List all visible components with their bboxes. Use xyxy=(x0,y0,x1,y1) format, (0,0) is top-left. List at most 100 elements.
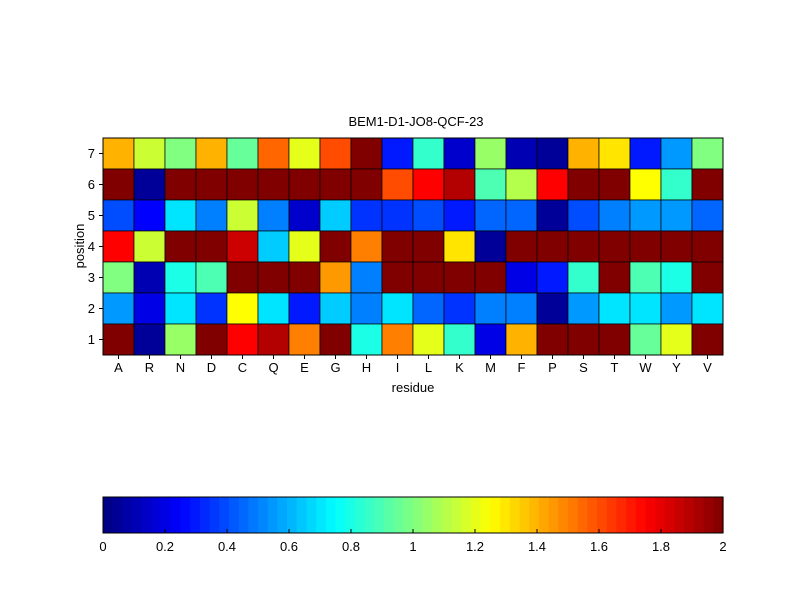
heatmap-cell xyxy=(691,261,724,294)
colorbar-tick-label: 2 xyxy=(719,539,726,554)
colorbar-segment xyxy=(442,497,453,533)
colorbar-tick-label: 0.8 xyxy=(342,539,360,554)
heatmap-cell xyxy=(536,230,569,263)
heatmap-cell xyxy=(567,137,600,170)
heatmap-cell xyxy=(536,199,569,232)
heatmap-cell xyxy=(598,292,631,325)
colorbar-segment xyxy=(209,497,220,533)
heatmap-cell xyxy=(350,230,383,263)
colorbar-tick-label: 1.4 xyxy=(528,539,546,554)
colorbar-segment xyxy=(693,497,705,533)
colorbar-segment xyxy=(587,497,598,533)
y-tick-label: 4 xyxy=(88,239,95,254)
heatmap-cell xyxy=(660,199,693,232)
colorbar-segment xyxy=(335,497,346,533)
heatmap-cell xyxy=(257,323,290,356)
colorbar-segment xyxy=(306,497,317,533)
colorbar-segment xyxy=(606,497,618,533)
colorbar-segment xyxy=(471,497,482,533)
heatmap-cell xyxy=(660,261,693,294)
colorbar-segment xyxy=(354,497,366,533)
heatmap-cell xyxy=(691,168,724,201)
colorbar-segment xyxy=(403,497,414,533)
heatmap-cell xyxy=(598,168,631,201)
heatmap-cell xyxy=(536,261,569,294)
heatmap-cell xyxy=(195,230,228,263)
heatmap-cell xyxy=(102,261,135,294)
colorbar-segment xyxy=(161,497,172,533)
heatmap-cell xyxy=(567,230,600,263)
heatmap-cell xyxy=(226,199,259,232)
heatmap-cell xyxy=(443,137,476,170)
x-tick-label: K xyxy=(455,360,464,375)
heatmap-cell xyxy=(629,261,662,294)
heatmap-cell xyxy=(226,230,259,263)
colorbar-segment xyxy=(219,497,230,533)
heatmap-cell xyxy=(195,168,228,201)
heatmap-cell xyxy=(164,137,197,170)
heatmap-cell xyxy=(660,292,693,325)
x-tick-label: D xyxy=(207,360,216,375)
colorbar-segment xyxy=(258,497,269,533)
colorbar-segment xyxy=(190,497,201,533)
y-tick-label: 6 xyxy=(88,177,95,192)
heatmap-cell xyxy=(350,199,383,232)
colorbar-segment xyxy=(480,497,492,533)
colorbar-tick-label: 0.6 xyxy=(280,539,298,554)
heatmap-cell xyxy=(567,168,600,201)
heatmap-cell xyxy=(536,168,569,201)
heatmap-cell xyxy=(505,261,538,294)
y-tick-label: 3 xyxy=(88,270,95,285)
colorbar-tick-label: 1 xyxy=(409,539,416,554)
heatmap-cell xyxy=(257,137,290,170)
heatmap-cell xyxy=(319,199,352,232)
x-tick-label: R xyxy=(145,360,154,375)
x-tick-label: I xyxy=(396,360,400,375)
heatmap-cell xyxy=(164,168,197,201)
heatmap-cell xyxy=(350,137,383,170)
x-tick-label: E xyxy=(300,360,309,375)
heatmap-cell xyxy=(412,137,445,170)
heatmap-cell xyxy=(443,199,476,232)
x-tick-label: H xyxy=(362,360,371,375)
heatmap-cell xyxy=(443,292,476,325)
heatmap-cell xyxy=(133,323,166,356)
colorbar-segment xyxy=(296,497,308,533)
heatmap-cell xyxy=(598,137,631,170)
x-tick-label: N xyxy=(176,360,185,375)
colorbar-segment xyxy=(180,497,191,533)
heatmap-cell xyxy=(691,137,724,170)
colorbar-segment xyxy=(713,497,724,533)
colorbar-tick-labels: 0 0.2 0.4 0.6 0.8 1 1.2 1.4 1.6 1.8 2 xyxy=(99,529,727,554)
heatmap-cell xyxy=(474,168,507,201)
heatmap-cell xyxy=(443,168,476,201)
heatmap-cell xyxy=(474,230,507,263)
heatmap-cell xyxy=(567,261,600,294)
colorbar-segment xyxy=(287,497,298,533)
colorbar-segment xyxy=(568,497,579,533)
heatmap-cell xyxy=(133,199,166,232)
colorbar-segment xyxy=(684,497,695,533)
heatmap-cell xyxy=(598,261,631,294)
heatmap-cell xyxy=(257,261,290,294)
heatmap-cell xyxy=(412,230,445,263)
heatmap-cell xyxy=(629,199,662,232)
heatmap-cell xyxy=(288,292,321,325)
heatmap-cell xyxy=(474,137,507,170)
heatmap-cell xyxy=(598,230,631,263)
colorbar-segment xyxy=(432,497,443,533)
colorbar-segment xyxy=(655,497,666,533)
colorbar-segment xyxy=(277,497,288,533)
colorbar-segment xyxy=(509,497,521,533)
colorbar-segment xyxy=(345,497,356,533)
heatmap-cell xyxy=(102,323,135,356)
heatmap-cell xyxy=(226,323,259,356)
colorbar-segment xyxy=(112,497,123,533)
colorbar-segment xyxy=(597,497,608,533)
colorbar-segment xyxy=(558,497,569,533)
heatmap-cell xyxy=(443,323,476,356)
heatmap-cell xyxy=(319,230,352,263)
heatmap-cell xyxy=(195,292,228,325)
colorbar-segment xyxy=(645,497,656,533)
colorbar-tick-label: 1.2 xyxy=(466,539,484,554)
